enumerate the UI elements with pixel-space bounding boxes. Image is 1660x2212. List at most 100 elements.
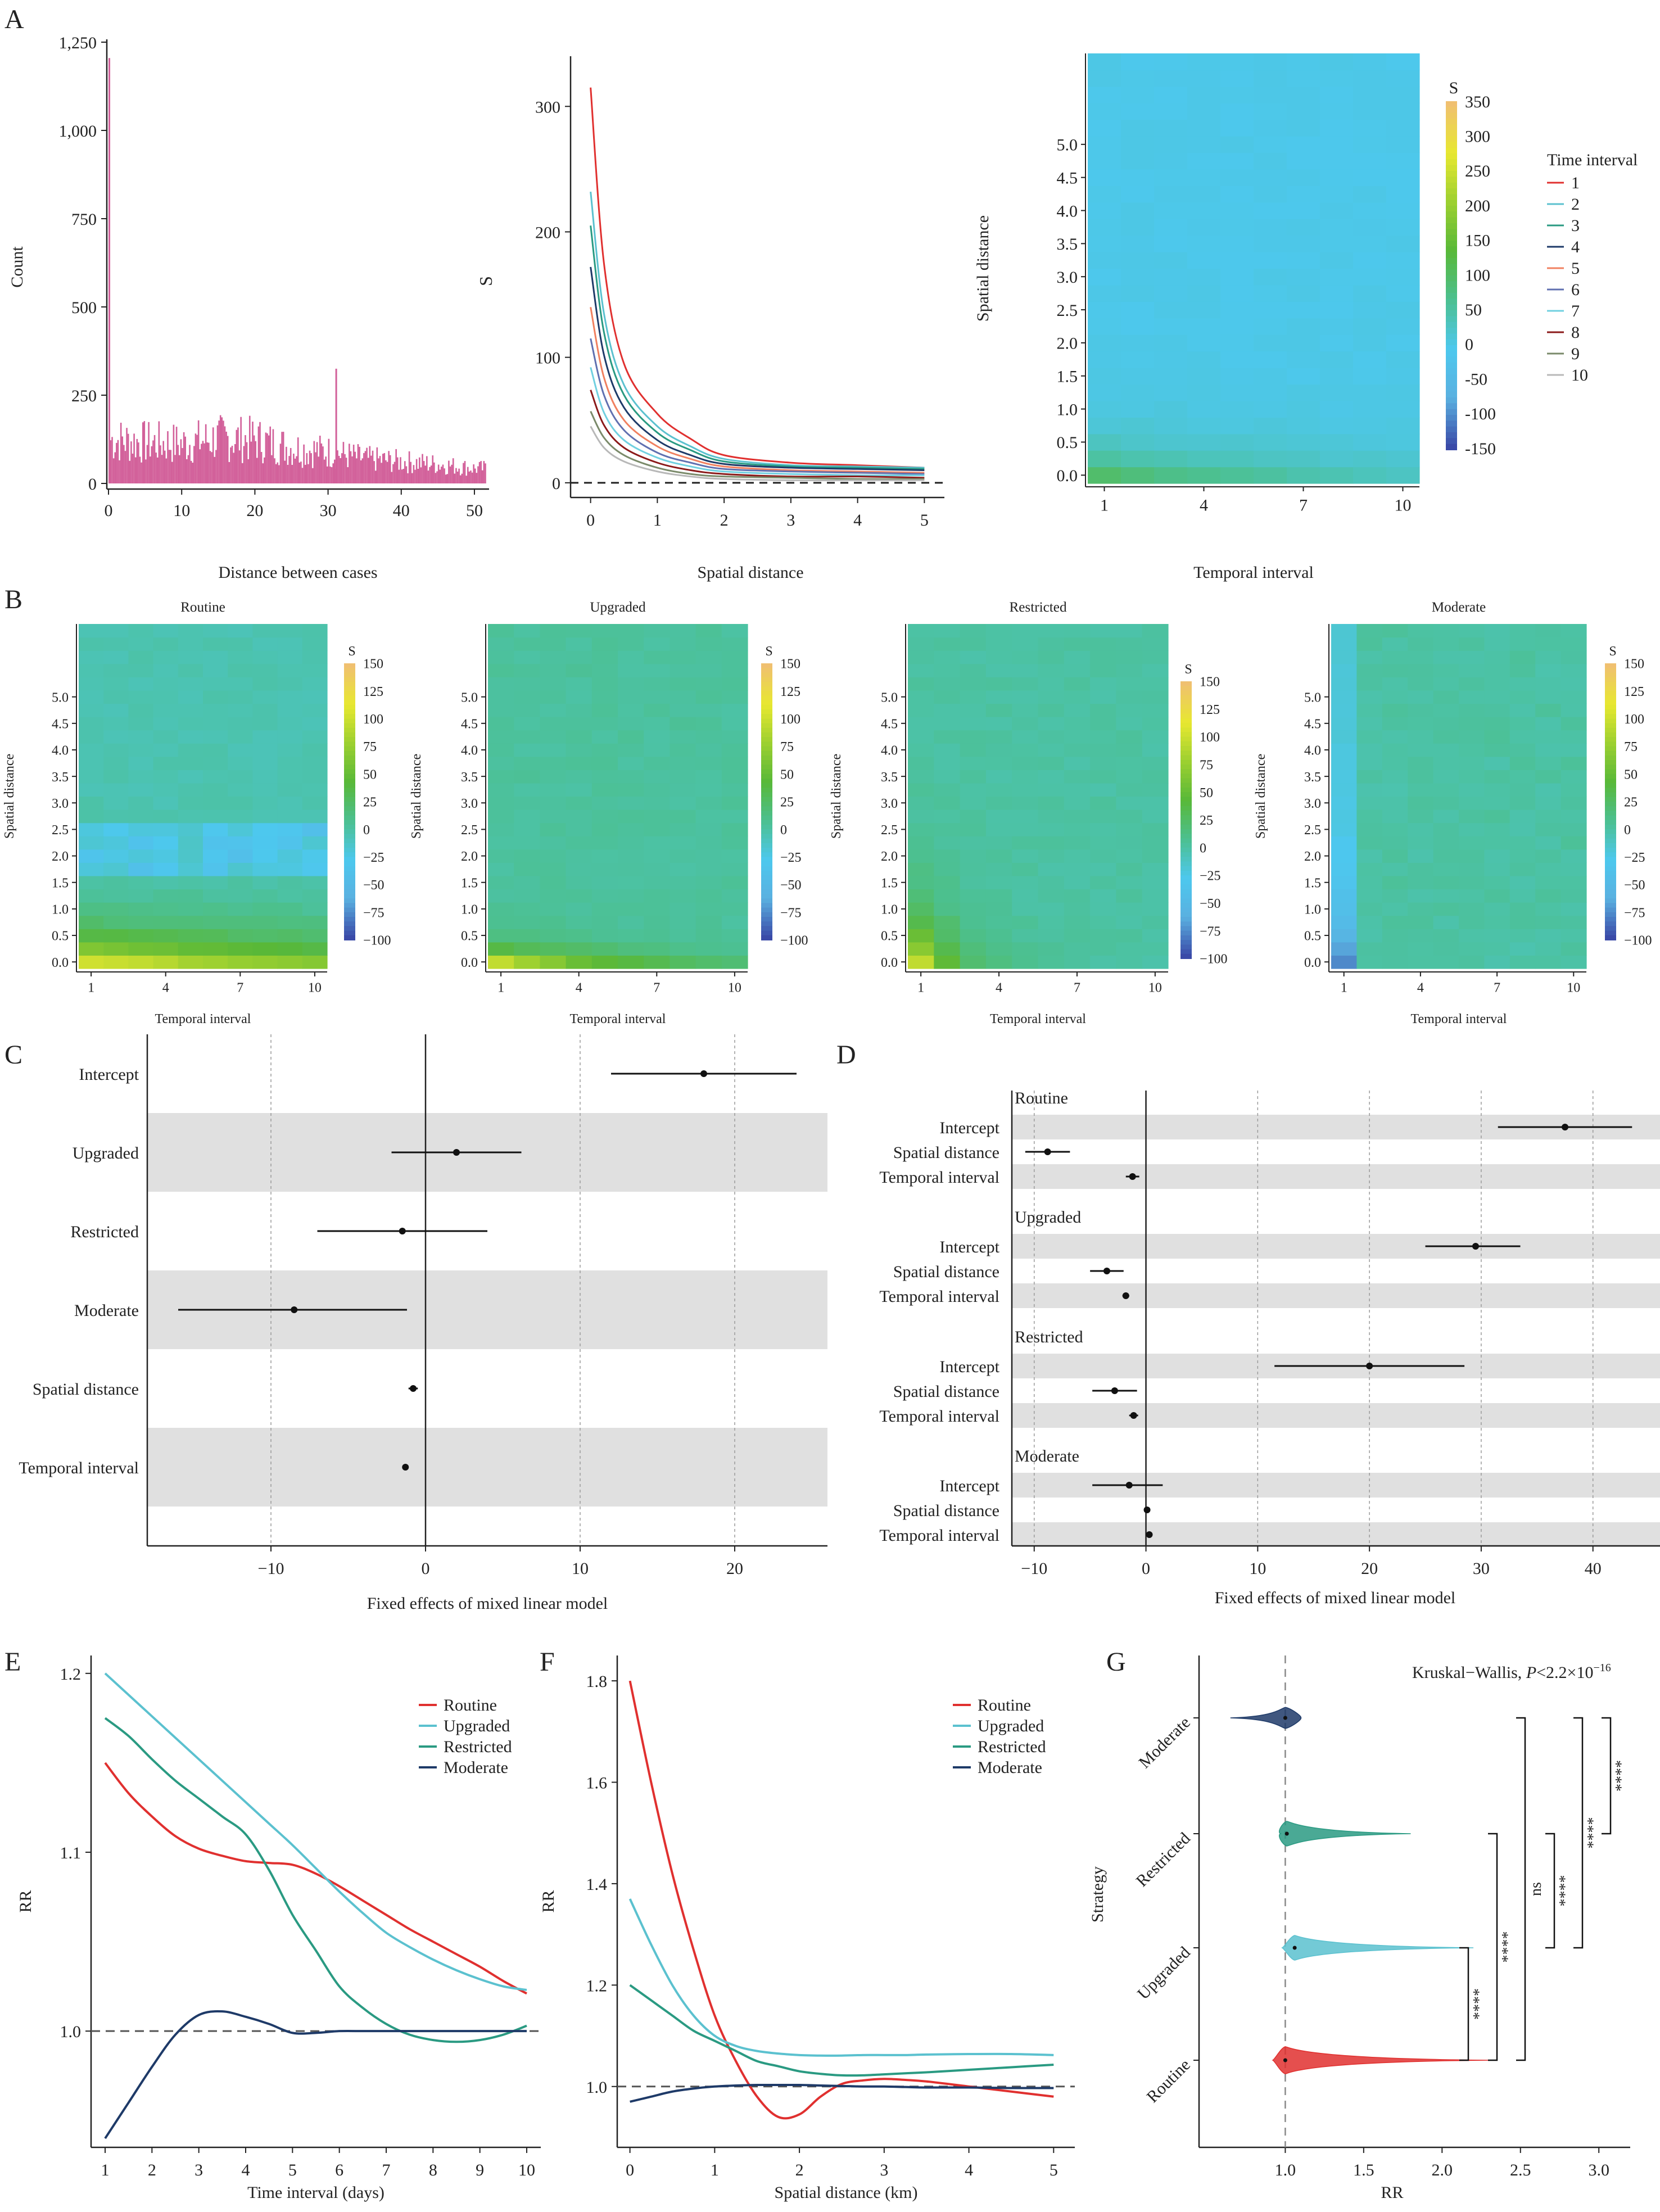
heatmap-cell — [540, 770, 567, 784]
colorbar-segment — [761, 760, 772, 766]
heatmap-cell — [1254, 169, 1287, 186]
heatmap-cell — [302, 902, 328, 916]
colorbar-segment — [761, 686, 772, 692]
colorbar-segment — [761, 797, 772, 802]
heatmap-cell — [908, 862, 934, 876]
colorbar-segment — [344, 811, 355, 816]
colorbar-segment — [1446, 380, 1457, 387]
y-tick-label: 1.0 — [461, 903, 478, 917]
histogram-bar — [301, 468, 304, 483]
histogram-bar — [116, 442, 117, 483]
row-band — [147, 1428, 827, 1507]
colorbar-title: S — [1449, 79, 1459, 97]
heatmap-cell — [1090, 796, 1116, 810]
heatmap-cell — [1535, 690, 1562, 704]
histogram-bar — [373, 461, 375, 483]
heatmap-cell — [591, 717, 618, 731]
colorbar-tick-label: 300 — [1465, 128, 1490, 146]
heatmap-cell — [128, 915, 154, 929]
heatmap-cell — [1382, 756, 1408, 770]
heatmap-cell — [1012, 942, 1039, 956]
heatmap-cell — [1386, 450, 1420, 468]
x-tick-label: 1 — [88, 981, 94, 996]
colorbar-segment — [1446, 403, 1457, 410]
heatmap-cell — [1408, 782, 1434, 797]
heatmap-cell — [1038, 822, 1065, 836]
histogram-bar — [448, 460, 450, 483]
heatmap-cell — [1386, 467, 1420, 484]
colorbar-segment — [1605, 779, 1616, 784]
colorbar-segment — [1180, 829, 1192, 835]
heatmap-cell — [1484, 902, 1510, 916]
heatmap-cell — [1484, 929, 1510, 943]
y-tick-label: 0.5 — [461, 929, 478, 944]
heatmap-cell — [1433, 849, 1459, 863]
heatmap-cell — [566, 770, 592, 784]
histogram-bar — [340, 458, 342, 483]
histogram-bar — [307, 464, 309, 483]
heatmap-cell — [203, 942, 228, 956]
histogram-bar — [162, 441, 164, 483]
heatmap-cell — [985, 889, 1012, 903]
colorbar-segment — [1605, 756, 1616, 761]
heatmap-cell — [1356, 822, 1383, 836]
heatmap-cell — [644, 703, 670, 717]
histogram-bar — [429, 467, 431, 483]
histogram-bar — [119, 460, 120, 483]
heatmap-cell — [103, 929, 129, 943]
x-tick-label: 30 — [320, 501, 337, 520]
heatmap-cell — [178, 782, 203, 797]
heatmap-cell — [1408, 822, 1434, 836]
heatmap-cell — [1320, 301, 1354, 319]
heatmap-cell — [1382, 690, 1408, 704]
x-tick-label: −10 — [1021, 1559, 1047, 1578]
heatmap-cell — [566, 942, 592, 956]
histogram-bar — [275, 464, 277, 483]
heatmap-cell — [670, 955, 696, 969]
heatmap-cell — [670, 942, 696, 956]
heatmap-cell — [1484, 849, 1510, 863]
colorbar-tick-label: 75 — [1624, 740, 1638, 754]
y-tick-label: 5.0 — [881, 690, 898, 705]
heatmap-cell — [228, 637, 253, 651]
heatmap-cell — [103, 849, 129, 863]
heatmap-cell — [1254, 400, 1287, 418]
colorbar-segment — [1180, 713, 1192, 719]
heatmap-cell — [1509, 875, 1536, 890]
y-tick-label: 200 — [535, 223, 560, 242]
heatmap-cell — [540, 756, 567, 770]
heatmap-cell — [1064, 875, 1091, 890]
x-tick-label: 5 — [1050, 2161, 1058, 2179]
histogram-bar — [347, 467, 349, 483]
heatmap-cell — [670, 836, 696, 850]
heatmap-cell — [128, 756, 154, 770]
histogram-bar — [284, 460, 286, 483]
colorbar-segment — [1605, 871, 1616, 876]
heatmap-cell — [103, 756, 129, 770]
histogram-bar — [436, 471, 438, 483]
colorbar-title: S — [1184, 662, 1192, 677]
histogram-bar — [165, 458, 168, 483]
heatmap-cell — [514, 796, 540, 810]
heatmap-cell — [488, 756, 514, 770]
heatmap-cell — [618, 782, 644, 797]
heatmap-cell — [1356, 915, 1383, 929]
heatmap-cell — [1090, 703, 1116, 717]
colorbar-segment — [1180, 727, 1192, 733]
histogram-bar — [320, 443, 323, 483]
category-label: Routine — [1143, 2056, 1194, 2107]
heatmap-cell — [670, 663, 696, 677]
heatmap-cell — [1038, 942, 1065, 956]
heatmap-cell — [1287, 136, 1320, 153]
colorbar-segment — [1180, 690, 1192, 696]
heatmap-cell — [302, 955, 328, 969]
colorbar-segment — [1446, 200, 1457, 206]
heatmap-cell — [566, 889, 592, 903]
heatmap-cell — [1433, 730, 1459, 744]
heatmap-cell — [1121, 301, 1155, 319]
histogram-bar — [414, 469, 416, 483]
heatmap-cell — [488, 875, 514, 890]
colorbar-tick-label: 150 — [1465, 232, 1490, 250]
heatmap-cell — [908, 875, 934, 890]
